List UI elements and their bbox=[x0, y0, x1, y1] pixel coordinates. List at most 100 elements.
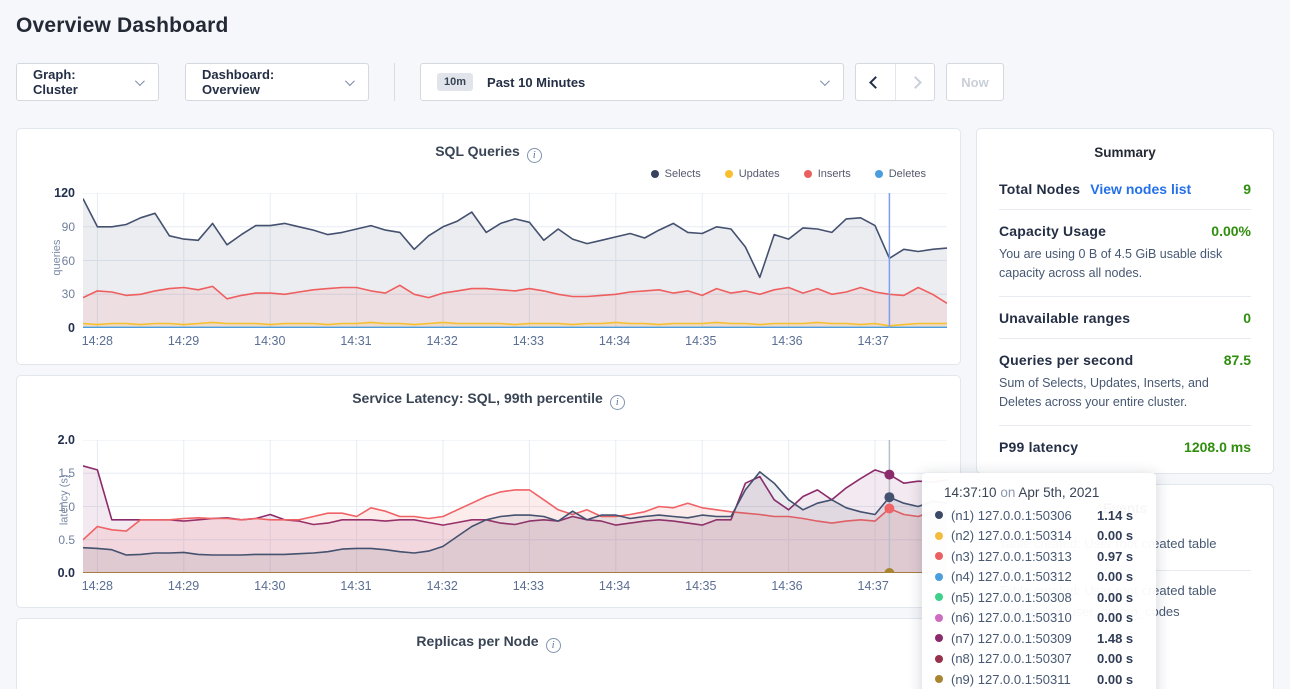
latency-chart-svg[interactable] bbox=[83, 440, 947, 573]
y-axis-tick: 60 bbox=[61, 253, 75, 268]
time-range-label: Past 10 Minutes bbox=[487, 74, 586, 90]
unavailable-ranges-value: 0 bbox=[1243, 309, 1251, 326]
tooltip-node-label: (n5) 127.0.0.1:50308 bbox=[951, 589, 1072, 605]
tooltip-node-value: 0.00 s bbox=[1097, 528, 1134, 543]
series-area bbox=[83, 489, 947, 573]
tooltip-row: (n8) 127.0.0.1:50307 0.00 s bbox=[933, 650, 1144, 668]
y-axis-tick: 0 bbox=[68, 321, 75, 335]
tooltip-node-label: (n2) 127.0.0.1:50314 bbox=[951, 528, 1072, 543]
legend-item[interactable]: Deletes bbox=[874, 168, 926, 180]
time-range-dropdown[interactable]: 10m Past 10 Minutes bbox=[420, 63, 844, 101]
series-line bbox=[83, 198, 947, 279]
x-axis-tick: 14:33 bbox=[512, 334, 544, 348]
total-nodes-label: Total Nodes bbox=[999, 181, 1081, 197]
summary-row-total-nodes: Total Nodes View nodes list 9 bbox=[999, 168, 1251, 210]
info-icon[interactable]: i bbox=[609, 395, 625, 410]
x-axis-tick: 14:30 bbox=[254, 579, 286, 593]
chart-title: Service Latency: SQL, 99th percentile bbox=[352, 390, 603, 406]
now-button[interactable]: Now bbox=[946, 63, 1004, 101]
series-line bbox=[83, 321, 947, 327]
legend-label: Inserts bbox=[817, 168, 851, 180]
series-dot-icon bbox=[935, 613, 943, 622]
chart-title: SQL Queries bbox=[435, 143, 520, 159]
service-latency-chart-card: Service Latency: SQL, 99th percentile i 0… bbox=[16, 375, 961, 608]
series-dot-icon bbox=[803, 170, 812, 178]
dashboard-dropdown[interactable]: Dashboard: Overview bbox=[185, 63, 369, 101]
chevron-left-icon bbox=[869, 75, 882, 89]
legend-label: Deletes bbox=[888, 168, 926, 180]
summary-row-capacity: Capacity Usage 0.00% You are using 0 B o… bbox=[999, 210, 1251, 297]
tooltip-connector: on bbox=[1000, 485, 1016, 500]
sql-queries-plot[interactable]: 0 30 60 90 120 queries bbox=[51, 186, 947, 335]
summary-panel: Summary Total Nodes View nodes list 9 Ca… bbox=[976, 128, 1274, 474]
info-icon[interactable]: i bbox=[545, 638, 561, 653]
tooltip-node-value: 1.48 s bbox=[1097, 630, 1134, 646]
info-icon[interactable]: i bbox=[526, 148, 542, 163]
p99-latency-label: P99 latency bbox=[999, 438, 1079, 455]
summary-row-p99: P99 latency 1208.0 ms bbox=[999, 426, 1251, 467]
graph-dropdown[interactable]: Graph: Cluster bbox=[16, 63, 159, 101]
series-dot-icon bbox=[935, 654, 943, 663]
chevron-right-icon bbox=[908, 75, 922, 89]
p99-latency-value: 1208.0 ms bbox=[1184, 438, 1251, 455]
charts-column: SQL Queries i Selects Updates Inserts Delete… bbox=[16, 128, 961, 689]
x-axis-tick: 14:28 bbox=[81, 579, 113, 593]
summary-row-qps: Queries per second 87.5 Sum of Selects, … bbox=[999, 339, 1251, 426]
summary-title: Summary bbox=[1094, 145, 1156, 160]
hover-dot bbox=[884, 568, 895, 573]
tooltip-row: (n6) 127.0.0.1:50310 0.00 s bbox=[933, 609, 1144, 627]
legend-spacer bbox=[17, 410, 960, 432]
tooltip-row: (n3) 127.0.0.1:50313 0.97 s bbox=[933, 547, 1144, 565]
chart-hover-tooltip: 14:37:10 on Apr 5th, 2021 (n1) 127.0.0.1… bbox=[922, 473, 1156, 689]
y-axis-tick: 120 bbox=[54, 186, 75, 200]
legend-item[interactable]: Updates bbox=[724, 168, 780, 180]
tooltip-node-value: 0.00 s bbox=[1097, 569, 1134, 584]
chart-title-row: Replicas per Node i bbox=[17, 633, 960, 653]
x-axis-tick: 14:32 bbox=[426, 334, 458, 348]
series-line bbox=[83, 284, 947, 304]
series-dot-icon bbox=[724, 170, 733, 178]
tooltip-node-label: (n6) 127.0.0.1:50310 bbox=[951, 610, 1072, 625]
y-axis-tick: 1.0 bbox=[58, 499, 75, 514]
time-next-button[interactable] bbox=[895, 64, 934, 100]
y-axis-tick: 0.0 bbox=[57, 566, 75, 580]
divider bbox=[394, 63, 395, 101]
unavailable-ranges-label: Unavailable ranges bbox=[999, 309, 1131, 326]
x-axis-tick: 14:35 bbox=[685, 334, 717, 348]
tooltip-node-value: 0.97 s bbox=[1097, 548, 1134, 564]
time-range-badge: 10m bbox=[437, 73, 474, 91]
tooltip-node-value: 0.00 s bbox=[1097, 671, 1134, 687]
sql-queries-chart-card: SQL Queries i Selects Updates Inserts Delete… bbox=[16, 128, 961, 365]
view-nodes-list-link[interactable]: View nodes list bbox=[1090, 181, 1192, 197]
chart-title-row: Service Latency: SQL, 99th percentile i bbox=[17, 390, 960, 410]
series-dot-icon bbox=[935, 572, 943, 581]
sql-chart-svg[interactable] bbox=[83, 193, 947, 328]
graph-dropdown-label: Graph: Cluster bbox=[33, 67, 78, 97]
y-axis-unit-label: queries bbox=[51, 239, 64, 276]
tooltip-row: (n9) 127.0.0.1:50311 0.00 s bbox=[933, 670, 1144, 688]
time-prev-button[interactable] bbox=[856, 64, 895, 100]
tooltip-node-label: (n3) 127.0.0.1:50313 bbox=[951, 548, 1072, 564]
x-axis-tick: 14:34 bbox=[598, 579, 631, 593]
x-axis-tick: 14:29 bbox=[167, 334, 200, 348]
x-axis-tick: 14:36 bbox=[771, 334, 803, 348]
x-axis-tick: 14:30 bbox=[254, 334, 286, 348]
x-axis-tick: 14:36 bbox=[771, 579, 803, 593]
chevron-down-icon bbox=[819, 75, 830, 86]
y-axis-unit-label: latency (s) bbox=[58, 473, 71, 525]
service-latency-plot[interactable]: 0.0 0.5 1.0 1.5 2.0 latency (s) bbox=[58, 433, 947, 580]
hover-dot bbox=[884, 503, 895, 514]
series-dot-icon bbox=[650, 170, 659, 178]
x-axis-tick: 14:28 bbox=[81, 334, 113, 348]
page-title: Overview Dashboard bbox=[16, 14, 229, 37]
series-area bbox=[83, 198, 947, 328]
series-dot-icon bbox=[935, 634, 943, 642]
dashboard-dropdown-label: Dashboard: Overview bbox=[202, 67, 275, 97]
legend-item[interactable]: Inserts bbox=[803, 168, 851, 180]
tooltip-node-label: (n7) 127.0.0.1:50309 bbox=[951, 630, 1072, 646]
legend-item[interactable]: Selects bbox=[650, 168, 701, 180]
time-nav-group bbox=[855, 63, 935, 101]
tooltip-node-label: (n1) 127.0.0.1:50306 bbox=[951, 507, 1072, 523]
y-axis-tick: 0.5 bbox=[58, 532, 75, 547]
series-dot-icon bbox=[935, 593, 943, 601]
